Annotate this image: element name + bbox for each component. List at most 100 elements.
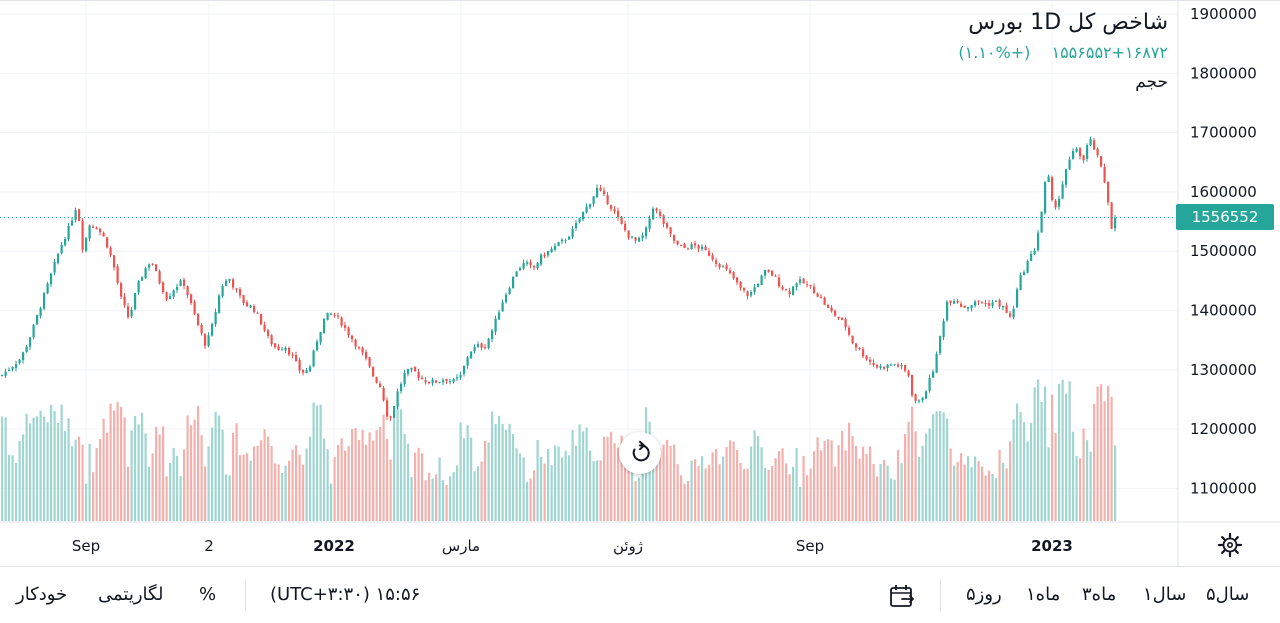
candle xyxy=(795,282,798,291)
volume-bar xyxy=(43,416,46,521)
candle xyxy=(694,240,697,249)
volume-bar xyxy=(988,470,991,521)
time-axis[interactable]: Sep 2 2022 مارس ژوئن Sep 2023 xyxy=(72,537,1073,555)
volume-bar xyxy=(540,457,543,521)
volume-bar xyxy=(267,436,270,521)
settings-gear-icon[interactable] xyxy=(1216,531,1244,559)
timezone-clock[interactable]: (UTC+۳:۳۰) ۱۵:۵۶ xyxy=(270,584,421,605)
volume-bar xyxy=(32,417,35,521)
candle xyxy=(200,323,203,336)
candle xyxy=(127,303,130,320)
candle xyxy=(116,263,119,285)
volume-bar xyxy=(92,472,95,521)
candle xyxy=(967,306,970,312)
candle xyxy=(463,365,466,377)
candle xyxy=(71,217,74,227)
volume-bar xyxy=(673,444,676,521)
candle xyxy=(1002,305,1005,311)
reset-chart-button[interactable] xyxy=(619,432,661,474)
candle xyxy=(876,364,879,369)
candle xyxy=(470,351,473,360)
price-tick-label: 1600000 xyxy=(1190,183,1257,201)
range-1m-button[interactable]: ۱ماه xyxy=(1026,584,1061,605)
candle xyxy=(179,278,182,287)
volume-bar xyxy=(1065,393,1068,521)
volume-bar xyxy=(652,443,655,521)
volume-bar xyxy=(1,416,4,521)
candle xyxy=(897,362,900,368)
candle xyxy=(130,306,133,319)
volume-bar xyxy=(162,426,165,521)
volume-bar xyxy=(232,432,235,521)
log-scale-toggle[interactable]: لگاریتمی xyxy=(98,584,164,605)
candle xyxy=(949,300,952,306)
candle xyxy=(1100,156,1103,168)
volume-bar xyxy=(435,474,438,521)
candle xyxy=(746,290,749,300)
range-3m-button[interactable]: ۳ماه xyxy=(1082,584,1117,605)
volume-bar xyxy=(102,418,105,521)
candle xyxy=(820,294,823,299)
volume-bar xyxy=(144,433,147,521)
candle xyxy=(344,321,347,332)
volume-bar xyxy=(1089,451,1092,521)
volume-bar xyxy=(155,426,158,521)
volume-bar xyxy=(134,415,137,521)
candle xyxy=(690,242,693,250)
volume-bar xyxy=(627,440,630,521)
volume-bar xyxy=(169,462,172,521)
volume-bar xyxy=(172,448,175,521)
range-5d-button[interactable]: ۵روز xyxy=(966,584,1002,605)
candle xyxy=(841,317,844,321)
candle xyxy=(190,293,193,306)
candle xyxy=(396,388,399,410)
volume-bar xyxy=(694,459,697,521)
candle xyxy=(774,274,777,277)
volume-bar xyxy=(15,462,18,521)
candle xyxy=(36,314,39,326)
candle xyxy=(274,343,277,349)
range-1y-button[interactable]: ۱سال xyxy=(1143,584,1187,605)
volume-bar xyxy=(393,411,396,521)
volume-bar xyxy=(704,468,707,521)
range-5y-button[interactable]: ۵سال xyxy=(1206,584,1250,605)
candle xyxy=(935,351,938,374)
candle xyxy=(998,298,1001,310)
volume-bar xyxy=(977,461,980,521)
percent-scale-toggle[interactable]: % xyxy=(199,584,217,605)
volume-bar xyxy=(484,440,487,521)
price-axis[interactable]: 1100000 1200000 1300000 1400000 1500000 16000… xyxy=(1190,5,1257,497)
candle xyxy=(582,211,585,222)
candle xyxy=(918,399,921,404)
volume-bar xyxy=(596,460,599,521)
volume-bar xyxy=(995,478,998,521)
candle xyxy=(305,368,308,374)
volume-bar xyxy=(841,430,844,521)
candle xyxy=(312,349,315,368)
candle xyxy=(533,265,536,271)
volume-bar xyxy=(718,464,721,521)
volume-bar xyxy=(764,467,767,521)
candle xyxy=(60,242,63,255)
volume-bar xyxy=(1009,441,1012,521)
volume-bar xyxy=(39,410,42,521)
volume-bar xyxy=(690,460,693,521)
volume-bar xyxy=(960,453,963,521)
candle xyxy=(239,287,242,299)
volume-bar xyxy=(676,464,679,521)
volume-bar xyxy=(333,457,336,521)
candle xyxy=(43,291,46,311)
candle xyxy=(890,363,893,366)
candle xyxy=(162,281,165,295)
volume-bar xyxy=(781,448,784,521)
candle xyxy=(260,313,263,326)
chart-grid xyxy=(0,0,1178,522)
volume-bar xyxy=(470,437,473,521)
volume-bar xyxy=(18,441,21,521)
candle xyxy=(225,279,228,287)
price-tick-label: 1500000 xyxy=(1190,242,1257,260)
date-range-calendar-icon[interactable] xyxy=(888,582,916,610)
candle xyxy=(1072,148,1075,160)
auto-scale-toggle[interactable]: خودکار xyxy=(16,584,68,605)
candle xyxy=(802,277,805,284)
